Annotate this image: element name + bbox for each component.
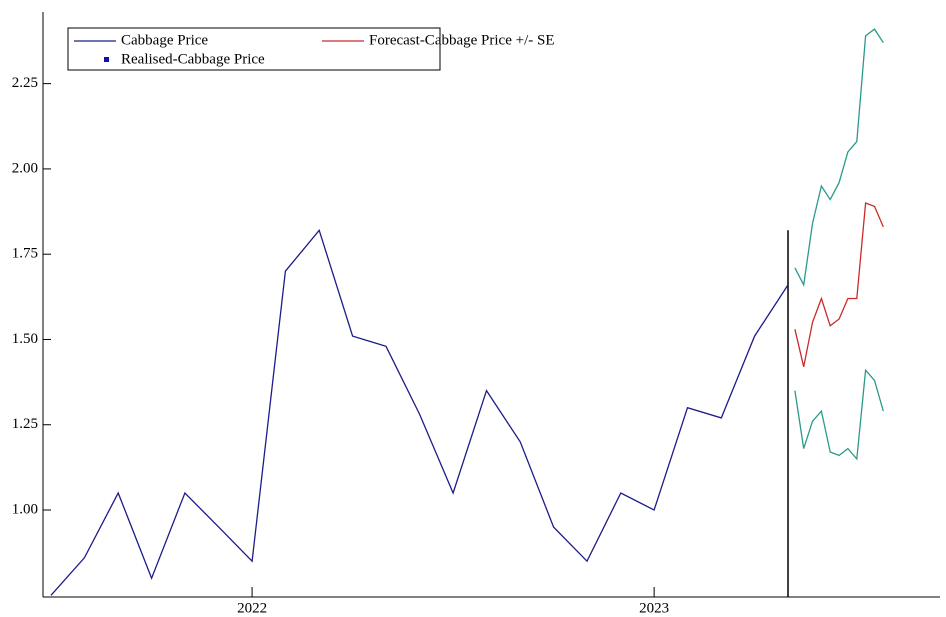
legend-marker — [104, 57, 109, 62]
y-tick-label: 2.25 — [12, 75, 38, 91]
series-line — [50, 228, 789, 596]
y-tick-label: 1.25 — [12, 416, 38, 432]
legend-label: Forecast-Cabbage Price +/- SE — [369, 32, 555, 48]
legend-label: Realised-Cabbage Price — [121, 51, 265, 67]
legend-box — [67, 27, 441, 71]
y-tick-label: 1.50 — [12, 331, 38, 347]
se-band-line — [794, 28, 884, 288]
y-tick-label: 2.00 — [12, 160, 38, 176]
y-tick-label: 1.75 — [12, 246, 38, 262]
x-tick-label: 2023 — [639, 600, 669, 616]
series-line — [794, 202, 884, 367]
y-tick-label: 1.00 — [12, 501, 38, 517]
se-band-line — [794, 368, 884, 461]
legend-label: Cabbage Price — [121, 32, 208, 48]
x-tick-label: 2022 — [237, 600, 267, 616]
